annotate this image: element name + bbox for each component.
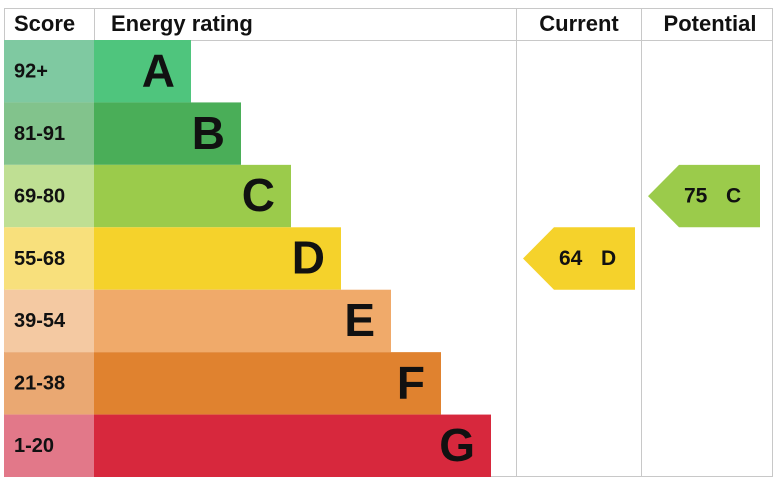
rating-bar [94, 164, 291, 228]
score-cell [4, 40, 94, 103]
rating-letter: A [142, 44, 175, 96]
rating-letter: C [242, 169, 275, 221]
score-cell [4, 414, 94, 477]
score-label: 21-38 [14, 373, 65, 395]
rating-bar [94, 227, 341, 290]
score-cell [4, 227, 94, 290]
score-cell [4, 352, 94, 415]
current-arrow [523, 227, 635, 290]
rating-bar [94, 352, 441, 415]
rating-letter: B [192, 107, 225, 159]
current-value: 64 [559, 247, 583, 270]
score-label: 69-80 [14, 185, 65, 207]
rating-bar [94, 102, 241, 165]
potential-value: 75 [684, 185, 708, 208]
rating-letter: G [439, 419, 475, 471]
rating-bar [94, 289, 391, 353]
header-current: Current [539, 11, 619, 36]
rating-bar [94, 40, 191, 103]
score-label: 81-91 [14, 123, 65, 145]
header-score: Score [14, 11, 75, 36]
rating-letter: F [397, 357, 425, 409]
score-cell [4, 289, 94, 353]
score-label: 55-68 [14, 248, 65, 270]
score-label: 92+ [14, 60, 48, 82]
rating-letter: E [344, 294, 375, 346]
current-letter: D [601, 247, 616, 270]
score-cell [4, 164, 94, 228]
score-label: 39-54 [14, 310, 66, 332]
potential-letter: C [726, 185, 741, 208]
score-cell [4, 102, 94, 165]
rating-bar [94, 414, 491, 477]
header-potential: Potential [664, 11, 757, 36]
header-rating: Energy rating [111, 11, 253, 36]
rating-letter: D [292, 232, 325, 284]
potential-arrow [648, 164, 760, 228]
score-label: 1-20 [14, 435, 54, 457]
